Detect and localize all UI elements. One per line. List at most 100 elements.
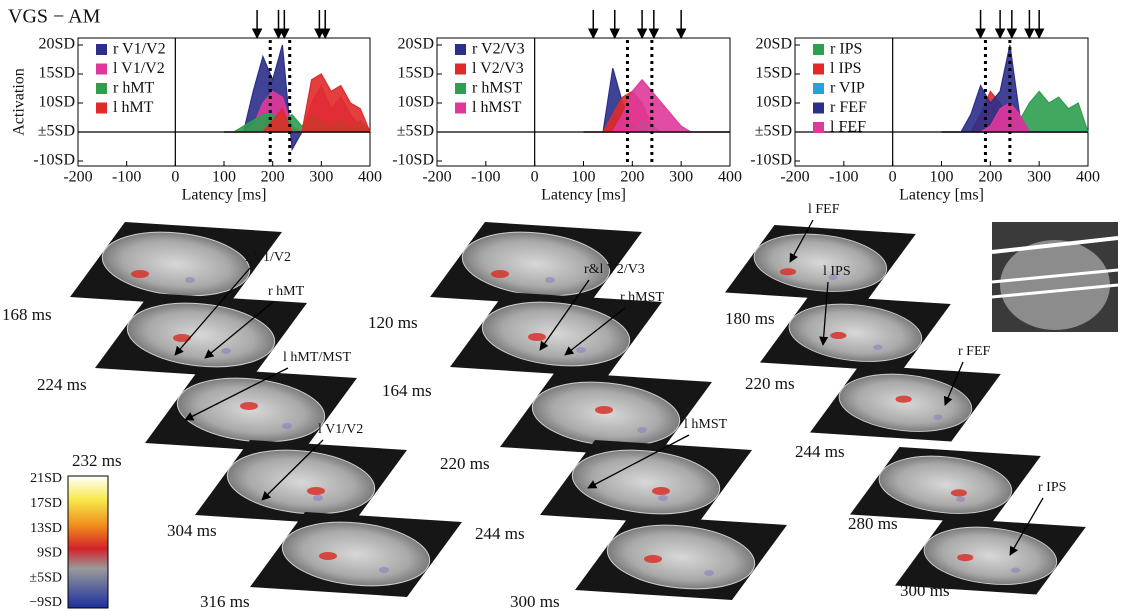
- x-tick-label: 100: [572, 169, 596, 186]
- region-label: r hMST: [620, 290, 664, 305]
- activation-blob: [379, 567, 389, 573]
- slice-time: 220 ms: [745, 374, 795, 393]
- brain-slice: [540, 440, 752, 525]
- y-tick-label: 15SD: [398, 65, 434, 82]
- activation-blob: [950, 489, 967, 497]
- x-tick-label: 400: [718, 169, 742, 186]
- activation-blob: [282, 423, 292, 429]
- figure-title: VGS − AM: [8, 6, 101, 28]
- x-tick-label: 300: [309, 169, 333, 186]
- x-tick-label: 400: [1076, 169, 1100, 186]
- slice-time: 168 ms: [2, 305, 52, 324]
- activation-blob: [779, 268, 797, 276]
- inset-head: [1000, 240, 1110, 330]
- inset-plane: [991, 236, 1119, 254]
- brain-slice: [450, 292, 662, 377]
- colorbar-label: 13SD: [30, 521, 62, 536]
- brain-slice: [850, 447, 1041, 524]
- region-label: r&l V2/V3: [584, 262, 645, 277]
- brain-slice: [250, 512, 462, 597]
- region-arrow: [539, 279, 590, 351]
- inset-plane: [991, 268, 1119, 284]
- x-tick-label: -200: [63, 169, 92, 186]
- activation-blob: [221, 348, 231, 354]
- legend-swatch: [96, 44, 107, 55]
- x-tick-label: -100: [112, 169, 141, 186]
- legend-label: l V2/V3: [472, 60, 524, 77]
- slice-time: 304 ms: [167, 521, 217, 540]
- activation-blob: [576, 347, 586, 353]
- x-tick-label: -100: [829, 169, 858, 186]
- brain-slice: [810, 365, 1001, 442]
- activation-blob: [873, 344, 883, 350]
- legend-label: r IPS: [830, 41, 862, 58]
- region-arrow: [564, 307, 626, 356]
- x-tick-label: 200: [261, 169, 285, 186]
- region-label: r V1/V2: [245, 250, 291, 265]
- y-tick-label: -10SD: [750, 152, 792, 169]
- legend-label: r hMST: [472, 80, 522, 97]
- region-arrow: [943, 361, 964, 406]
- legend-swatch: [455, 44, 466, 55]
- x-tick-label: 100: [930, 169, 954, 186]
- activation-blob: [131, 270, 149, 278]
- y-tick-label: 20SD: [398, 36, 434, 53]
- brain-section: [126, 302, 276, 368]
- activation-blob: [704, 570, 714, 576]
- region-label: r hMT: [268, 284, 305, 299]
- slice-time: 164 ms: [382, 381, 432, 400]
- y-tick-label: 15SD: [39, 65, 75, 82]
- x-axis-label: Latency [ms]: [541, 187, 626, 204]
- y-tick-label: 15SD: [756, 65, 792, 82]
- inset-image: [991, 222, 1119, 332]
- legend-label: r FEF: [830, 99, 867, 116]
- activation-blob: [319, 552, 337, 560]
- brain-section: [788, 303, 923, 362]
- region-label: r IPS: [1038, 480, 1066, 495]
- colorbar-label: ±5SD: [29, 570, 62, 585]
- slice-time: 244 ms: [475, 524, 525, 543]
- x-tick-label: 200: [620, 169, 644, 186]
- y-tick-label: 20SD: [39, 36, 75, 53]
- brain-section: [571, 449, 721, 515]
- y-tick-label: 10SD: [39, 94, 75, 111]
- region-label: l V1/V2: [318, 422, 363, 437]
- slice-time: 120 ms: [368, 313, 418, 332]
- region-label: l hMST: [684, 417, 728, 432]
- legend-label: r hMT: [113, 80, 155, 97]
- region-label: l IPS: [823, 264, 851, 279]
- activation-blob: [652, 487, 670, 495]
- legend-swatch: [96, 63, 107, 75]
- x-tick-label: -200: [422, 169, 451, 186]
- legend-swatch: [455, 63, 466, 75]
- legend-swatch: [96, 83, 107, 94]
- activation-blob: [644, 555, 662, 563]
- brain-section: [606, 524, 756, 590]
- slice-time: 316 ms: [200, 592, 250, 611]
- slice-time: 232 ms: [72, 451, 122, 470]
- slice-time: 280 ms: [848, 514, 898, 533]
- y-tick-label: 20SD: [756, 36, 792, 53]
- x-tick-label: 0: [531, 169, 539, 186]
- region-arrow: [789, 219, 814, 263]
- brain-slice: [95, 293, 307, 378]
- brain-slice: [895, 518, 1086, 595]
- slice-time: 224 ms: [37, 375, 87, 394]
- brain-slice: [760, 295, 951, 372]
- x-tick-label: -200: [780, 169, 809, 186]
- legend-swatch: [813, 122, 824, 133]
- activation-blob: [828, 274, 838, 280]
- legend-label: r V2/V3: [472, 41, 525, 58]
- slice-time: 220 ms: [440, 454, 490, 473]
- legend-label: l hMT: [113, 99, 154, 116]
- brain-slice: [725, 225, 916, 302]
- activation-blob: [956, 496, 966, 502]
- region-label: r FEF: [958, 344, 991, 359]
- legend-swatch: [813, 63, 824, 75]
- activation-blob: [830, 331, 847, 340]
- legend-swatch: [813, 83, 824, 94]
- legend-label: l hMST: [472, 99, 522, 116]
- y-tick-label: 10SD: [398, 94, 434, 111]
- activation-blob: [545, 277, 555, 283]
- colorbar-label: −9SD: [29, 595, 62, 610]
